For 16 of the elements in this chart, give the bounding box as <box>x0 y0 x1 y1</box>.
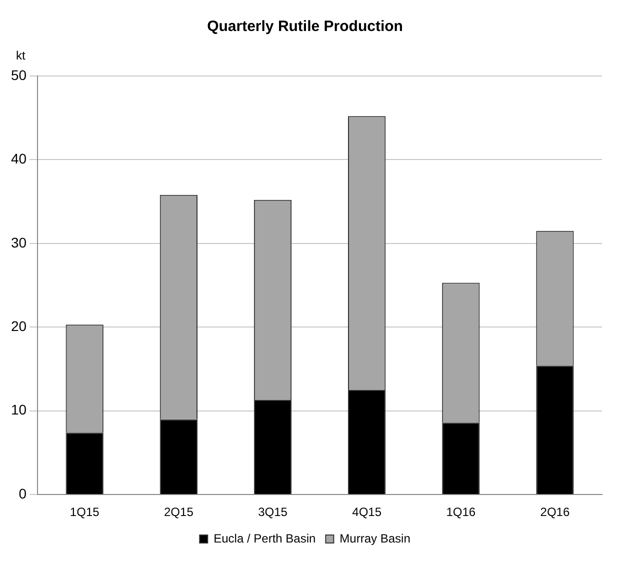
y-tick-label: 40 <box>10 150 27 167</box>
y-tick-label: 50 <box>10 66 27 83</box>
x-tick-label: 1Q15 <box>70 505 100 520</box>
y-tick-label: 30 <box>10 234 27 250</box>
x-tick-label: 2Q16 <box>540 505 570 520</box>
x-tick-label: 3Q15 <box>258 505 288 520</box>
x-tick-label: 2Q15 <box>164 505 194 520</box>
y-tick-label: 10 <box>10 402 27 418</box>
y-tick-label: 0 <box>18 485 27 502</box>
legend-label: Murray Basin <box>340 531 410 546</box>
x-tick-label: 1Q16 <box>446 505 476 520</box>
legend-label: Eucla / Perth Basin <box>214 531 316 546</box>
x-tick-label: 4Q15 <box>352 505 382 520</box>
y-axis-title: kt <box>16 48 26 62</box>
y-tick-label: 20 <box>10 318 27 334</box>
chart-title: Quarterly Rutile Production <box>207 18 403 36</box>
